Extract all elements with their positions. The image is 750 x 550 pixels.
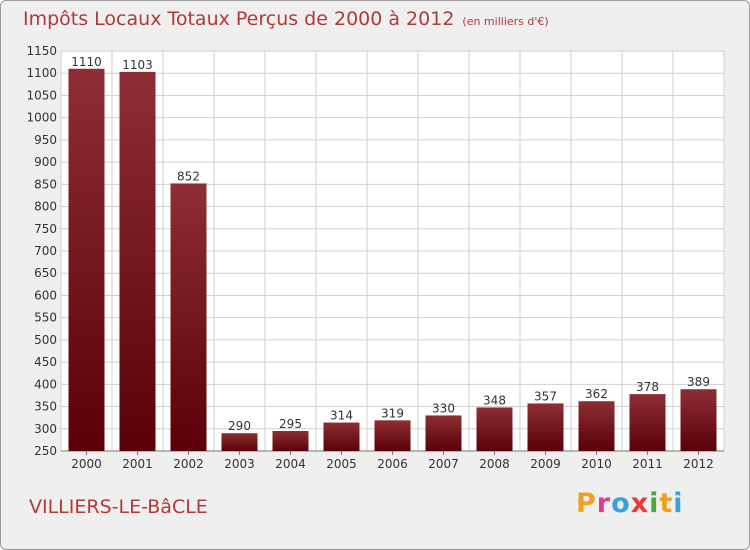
x-tick-label: 2010 (581, 457, 612, 471)
value-label: 295 (279, 417, 302, 431)
y-tick-label: 950 (34, 133, 57, 147)
brand-letter: o (611, 488, 631, 519)
bar-2003 (221, 433, 258, 451)
value-label: 389 (687, 375, 710, 389)
bar-2012 (680, 389, 717, 451)
x-tick-label: 2008 (479, 457, 510, 471)
value-label: 348 (483, 393, 506, 407)
bar-2007 (425, 415, 462, 451)
brand-letter: P (576, 488, 597, 519)
value-label: 357 (534, 389, 557, 403)
y-tick-label: 250 (34, 444, 57, 458)
value-label: 314 (330, 409, 353, 423)
y-tick-label: 550 (34, 311, 57, 325)
x-tick-label: 2000 (71, 457, 102, 471)
x-tick-label: 2005 (326, 457, 357, 471)
y-tick-label: 300 (34, 422, 57, 436)
bar-2011 (629, 394, 666, 451)
bar-2010 (578, 401, 615, 451)
value-label: 852 (177, 169, 200, 183)
value-label: 1103 (122, 58, 153, 72)
y-tick-label: 1150 (26, 44, 57, 58)
brand-letter: i (673, 488, 684, 519)
bar-2002 (170, 183, 207, 451)
value-label: 290 (228, 419, 251, 433)
value-label: 378 (636, 380, 659, 394)
bar-2001 (119, 71, 156, 451)
y-tick-label: 600 (34, 288, 57, 302)
value-label: 362 (585, 387, 608, 401)
title-text: Impôts Locaux Totaux Perçus de 2000 à 20… (23, 8, 455, 30)
bar-2000 (68, 68, 105, 452)
x-tick-label: 2011 (632, 457, 663, 471)
y-tick-label: 350 (34, 400, 57, 414)
x-tick-label: 2006 (377, 457, 408, 471)
x-tick-label: 2007 (428, 457, 459, 471)
y-tick-label: 900 (34, 155, 57, 169)
bar-2006 (374, 420, 411, 451)
proxiti-logo[interactable]: Proxiti (576, 488, 684, 519)
brand-letter: t (659, 488, 674, 519)
y-tick-label: 850 (34, 177, 57, 191)
value-label: 319 (381, 406, 404, 420)
y-axis: 250 300 350 400 450 500 550 600 650 700 750 800 850 9… (26, 44, 57, 458)
bars: 1110 1103 852 290 295 314 319 330 348 357 362 378 38… (68, 55, 717, 452)
x-tick-label: 2012 (683, 457, 714, 471)
y-tick-label: 650 (34, 266, 57, 280)
commune-name: VILLIERS-LE-BâCLE (29, 496, 208, 518)
value-label: 1110 (71, 55, 102, 69)
bar-2004 (272, 431, 309, 451)
x-tick-label: 2001 (122, 457, 153, 471)
y-tick-label: 450 (34, 355, 57, 369)
y-tick-label: 1100 (26, 66, 57, 80)
y-tick-label: 1000 (26, 111, 57, 125)
value-label: 330 (432, 401, 455, 415)
y-tick-label: 750 (34, 222, 57, 236)
brand-letter: r (596, 488, 612, 519)
title-unit: (en milliers d'€) (462, 15, 549, 28)
x-tick-label: 2002 (173, 457, 204, 471)
x-axis: 2000 2001 2002 2003 2004 2005 2006 2007 2008 2009… (71, 451, 714, 471)
bar-2008 (476, 407, 513, 451)
y-tick-label: 1050 (26, 88, 57, 102)
y-tick-label: 700 (34, 244, 57, 258)
brand-letter: x (630, 488, 650, 519)
y-tick-label: 800 (34, 200, 57, 214)
bar-2005 (323, 422, 360, 451)
brand-letter: i (649, 488, 660, 519)
x-tick-label: 2003 (224, 457, 255, 471)
bar-2009 (527, 403, 564, 451)
y-tick-label: 400 (34, 377, 57, 391)
x-tick-label: 2004 (275, 457, 306, 471)
chart-title: Impôts Locaux Totaux Perçus de 2000 à 20… (23, 8, 549, 30)
x-tick-label: 2009 (530, 457, 561, 471)
y-tick-label: 500 (34, 333, 57, 347)
